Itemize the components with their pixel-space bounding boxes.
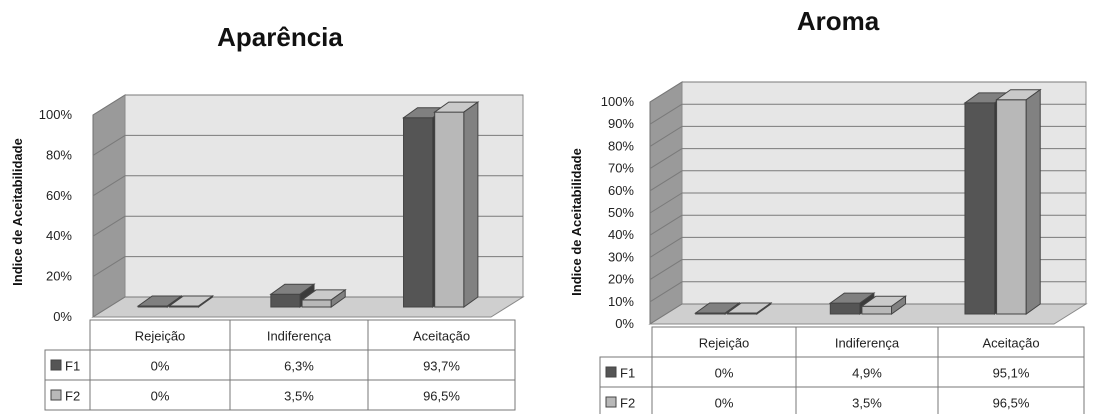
y-tick-label: 100% — [39, 107, 73, 122]
gridline-side — [649, 214, 683, 236]
data-label: 93,7% — [423, 358, 460, 373]
legend-label: F1 — [65, 358, 80, 373]
legend-swatch-f2 — [50, 389, 62, 401]
gridline-side — [92, 94, 126, 116]
bar-f2-2 — [860, 295, 908, 315]
x-tick-label: Aceitação — [413, 328, 470, 343]
table-header-row — [89, 319, 516, 351]
y-tick-label: 10% — [608, 294, 634, 309]
bar-f2-2 — [300, 288, 347, 308]
y-tick-label: 80% — [46, 147, 72, 162]
data-label: 4,9% — [852, 365, 882, 380]
y-tick-label: 40% — [608, 227, 634, 242]
gridline-side — [92, 215, 126, 237]
y-tick-label: 70% — [608, 161, 634, 176]
gridline-side — [649, 259, 683, 281]
data-label: 3,5% — [852, 395, 882, 410]
gridline-side — [649, 148, 683, 170]
chart-title: Aparência — [217, 22, 343, 52]
data-label: 0% — [715, 365, 734, 380]
bar-front — [434, 111, 465, 308]
legend-label: F1 — [620, 365, 635, 380]
legend-label: F2 — [620, 395, 635, 410]
bar-side — [1025, 88, 1041, 315]
data-label: 95,1% — [993, 365, 1030, 380]
side-wall — [92, 94, 126, 318]
bar-front — [301, 299, 332, 308]
bar-side — [198, 295, 214, 308]
y-axis-label: Indice de Aceitabilidade — [569, 148, 584, 296]
gridline-side — [649, 303, 683, 325]
gridline-side — [649, 125, 683, 147]
x-tick-label: Rejeição — [135, 328, 186, 343]
data-table: Rejeição Indiferença Aceitação F1 0% 6,3% 93,7… — [44, 319, 516, 411]
y-tick-label: 30% — [608, 249, 634, 264]
gridline-side — [649, 103, 683, 125]
data-label: 96,5% — [423, 388, 460, 403]
data-label: 0% — [715, 395, 734, 410]
x-tick-label: Indiferença — [267, 328, 332, 343]
legend-swatch-f1 — [605, 366, 617, 378]
y-tick-label: 80% — [608, 138, 634, 153]
table-header-row — [651, 326, 1085, 358]
y-tick-label: 60% — [608, 183, 634, 198]
y-tick-label: 20% — [46, 269, 72, 284]
bar-f1-1 — [136, 295, 183, 308]
gridline-side — [649, 81, 683, 103]
y-tick-label: 60% — [46, 188, 72, 203]
y-tick-label: 90% — [608, 116, 634, 131]
y-tick-label: 0% — [615, 316, 634, 331]
bar-side — [756, 302, 772, 315]
y-tick-label: 50% — [608, 205, 634, 220]
bar-side — [330, 288, 346, 308]
x-tick-label: Indiferença — [835, 335, 900, 350]
bar-f2-3 — [995, 88, 1042, 315]
bar-front — [270, 293, 301, 308]
bar-front — [403, 117, 434, 308]
y-tick-label: 20% — [608, 272, 634, 287]
gridline-side — [649, 170, 683, 192]
bar-f1-1 — [694, 302, 741, 315]
x-tick-label: Aceitação — [982, 335, 1039, 350]
gridline-side — [649, 192, 683, 214]
bar-side — [463, 101, 479, 308]
bar-front — [996, 99, 1027, 315]
gridline-side — [92, 296, 126, 318]
gridline-side — [92, 134, 126, 156]
bar-f2-1 — [167, 295, 215, 308]
legend-label: F2 — [65, 388, 80, 403]
data-label: 96,5% — [993, 395, 1030, 410]
data-label: 3,5% — [284, 388, 314, 403]
gridline-side — [649, 281, 683, 303]
x-tick-label: Rejeição — [699, 335, 750, 350]
gridline-side — [92, 256, 126, 278]
bar-f2-3 — [433, 101, 480, 308]
bar-front — [829, 302, 861, 315]
y-tick-label: 40% — [46, 228, 72, 243]
y-tick-label: 0% — [53, 309, 72, 324]
gridline-side — [92, 175, 126, 197]
bar-front — [964, 102, 996, 315]
legend-swatch-f1 — [50, 359, 62, 371]
y-axis-label: Indice de Aceitabilidade — [10, 138, 25, 286]
data-label: 0% — [151, 358, 170, 373]
legend-swatch-f2 — [605, 396, 617, 408]
chart-title: Aroma — [797, 6, 880, 36]
chart-1: 0% 20% 40% 60% 80% 100% Aparência Indice de Ace… — [10, 22, 525, 411]
gridline-side — [649, 236, 683, 258]
bar-f2-1 — [725, 302, 773, 315]
chart-2: 0% 10% 20% 30% 40% 50% 60% 70% 80% 90% 100% Aroma In… — [569, 6, 1088, 414]
bar-front — [861, 305, 893, 315]
data-label: 0% — [151, 388, 170, 403]
data-table: Rejeição Indiferença Aceitação F1 0% 4,9% 95,1… — [599, 326, 1085, 414]
y-tick-label: 100% — [601, 94, 635, 109]
bar-side — [891, 295, 907, 315]
data-label: 6,3% — [284, 358, 314, 373]
